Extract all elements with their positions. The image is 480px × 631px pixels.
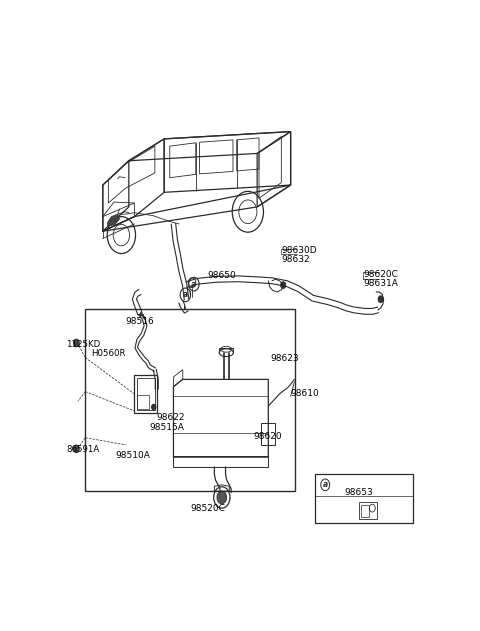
Circle shape bbox=[152, 404, 156, 410]
Bar bbox=[361, 505, 369, 517]
Circle shape bbox=[73, 339, 79, 347]
Text: H0560R: H0560R bbox=[92, 349, 126, 358]
Bar bbox=[85, 309, 295, 491]
Text: 1125KD: 1125KD bbox=[66, 340, 100, 349]
Text: 98620C: 98620C bbox=[363, 271, 398, 280]
Text: 86591A: 86591A bbox=[66, 445, 99, 454]
Text: 98622: 98622 bbox=[156, 413, 184, 422]
Polygon shape bbox=[108, 214, 120, 227]
Text: a: a bbox=[183, 290, 188, 299]
Text: 98623: 98623 bbox=[270, 354, 299, 363]
Bar bbox=[137, 379, 155, 410]
Text: 98632: 98632 bbox=[281, 255, 310, 264]
Bar bbox=[315, 474, 413, 522]
Circle shape bbox=[217, 491, 227, 504]
Bar bbox=[134, 375, 157, 413]
Text: 98510A: 98510A bbox=[115, 451, 150, 460]
Text: a: a bbox=[323, 480, 328, 489]
Bar bbox=[137, 396, 148, 409]
Text: 98515A: 98515A bbox=[149, 423, 184, 432]
Text: 98516: 98516 bbox=[125, 317, 154, 326]
Text: 98650: 98650 bbox=[207, 271, 236, 280]
Text: 98631A: 98631A bbox=[363, 279, 398, 288]
Text: 98610: 98610 bbox=[290, 389, 319, 398]
Bar bbox=[261, 423, 275, 445]
Text: 98653: 98653 bbox=[345, 488, 373, 497]
Text: 98630D: 98630D bbox=[281, 246, 317, 255]
Text: 98520C: 98520C bbox=[190, 504, 225, 512]
Text: a: a bbox=[192, 280, 196, 288]
Circle shape bbox=[281, 281, 286, 288]
Bar bbox=[359, 502, 377, 519]
Circle shape bbox=[73, 445, 79, 453]
Text: 98620: 98620 bbox=[253, 432, 282, 440]
Bar bbox=[173, 456, 268, 467]
Circle shape bbox=[378, 296, 383, 303]
